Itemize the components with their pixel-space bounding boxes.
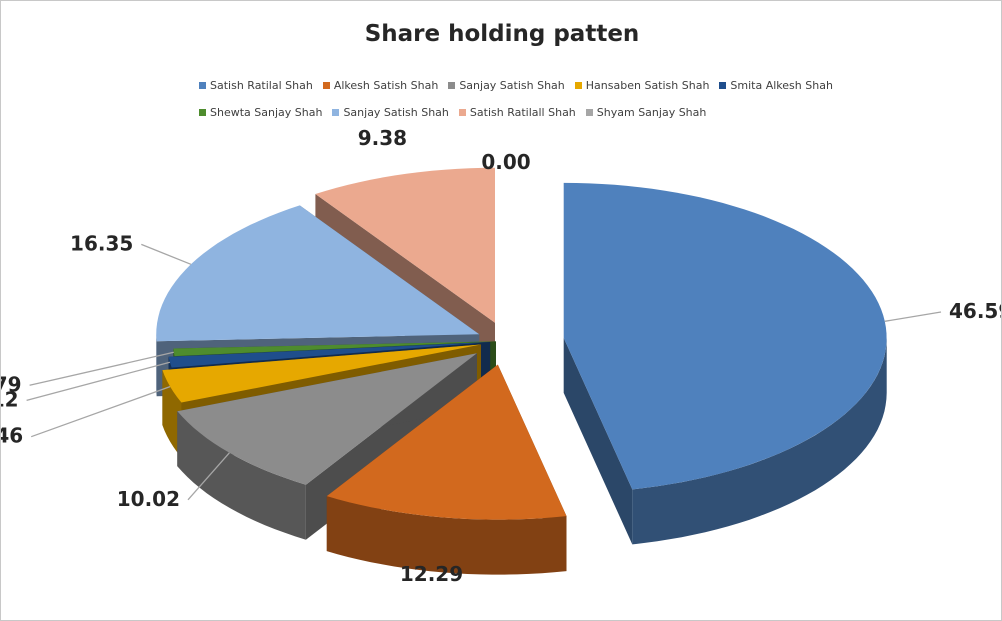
legend-row: Satish Ratilal Shah Alkesh Satish Shah San… xyxy=(199,72,839,99)
pie-slice xyxy=(156,205,480,342)
leader-line xyxy=(141,243,192,265)
leader-line xyxy=(884,311,942,322)
legend-swatch xyxy=(199,109,206,116)
legend-swatch xyxy=(458,109,466,116)
leader-line xyxy=(29,351,174,386)
pie-slice xyxy=(162,344,481,403)
legend-item: Shyam Sanjay Shah xyxy=(585,106,707,119)
legend-label: Sanjay Satish Shah xyxy=(459,79,565,92)
legend-label: Hansaben Satish Shah xyxy=(585,79,710,92)
legend-item: Alkesh Satish Shah xyxy=(322,79,439,92)
legend-swatch xyxy=(199,82,206,89)
pie-slice xyxy=(326,364,567,520)
legend: Satish Ratilal Shah Alkesh Satish Shah San… xyxy=(199,72,839,126)
pie-slice xyxy=(563,182,887,490)
leader-line xyxy=(187,452,230,501)
pie-slice xyxy=(168,342,491,368)
legend-swatch xyxy=(322,82,330,89)
slice-side xyxy=(162,370,182,458)
legend-label: Satish Ratilal Shah xyxy=(210,79,313,92)
legend-label: Alkesh Satish Shah xyxy=(333,79,439,92)
legend-label: Sanjay Satish Shah xyxy=(343,106,449,119)
legend-item: Smita Alkesh Shah xyxy=(719,79,833,92)
legend-item: Sanjay Satish Shah xyxy=(448,79,565,92)
data-label: 3.46 xyxy=(1,424,23,448)
data-label: 10.02 xyxy=(117,487,180,511)
data-label: 0.79 xyxy=(1,372,22,396)
legend-item: Satish Ratilall Shah xyxy=(458,106,576,119)
legend-swatch xyxy=(332,109,340,116)
legend-label: Shewta Sanjay Shah xyxy=(210,106,323,119)
data-label: 12.29 xyxy=(400,562,463,586)
legend-row: Shewta Sanjay Shah Sanjay Satish Shah Sati… xyxy=(199,99,839,126)
legend-item: Satish Ratilal Shah xyxy=(199,79,313,92)
pie-top-layer xyxy=(156,167,887,520)
pie-slice xyxy=(315,167,495,323)
slice-side xyxy=(632,337,887,545)
legend-item: Sanjay Satish Shah xyxy=(332,106,449,119)
leader-lines xyxy=(26,243,942,501)
pie-slice xyxy=(177,353,477,485)
leader-line xyxy=(30,385,171,438)
legend-item: Shewta Sanjay Shah xyxy=(199,106,322,119)
slice-side xyxy=(326,496,567,575)
data-label: 46.59 xyxy=(949,299,1001,323)
legend-item: Hansaben Satish Shah xyxy=(574,79,710,92)
legend-swatch xyxy=(585,109,593,116)
legend-swatch xyxy=(719,82,727,89)
slice-wall xyxy=(563,337,633,545)
data-label: 0.00 xyxy=(481,150,530,174)
legend-swatch xyxy=(448,82,456,89)
slice-side xyxy=(177,411,306,540)
data-labels: 46.59 12.29 10.02 3.46 1.120.79 16.35 9.38 0.00 xyxy=(1,126,1001,586)
legend-label: Shyam Sanjay Shah xyxy=(596,106,707,119)
data-label: 1.12 xyxy=(1,387,19,411)
data-label: 16.35 xyxy=(70,231,133,255)
leader-line xyxy=(26,361,171,402)
chart-title: Share holding patten xyxy=(364,21,640,47)
legend-label: Satish Ratilall Shah xyxy=(469,106,576,119)
data-label: 9.38 xyxy=(358,126,407,150)
legend-swatch xyxy=(574,82,582,89)
pie-slice xyxy=(173,341,496,357)
legend-label: Smita Alkesh Shah xyxy=(730,79,833,92)
